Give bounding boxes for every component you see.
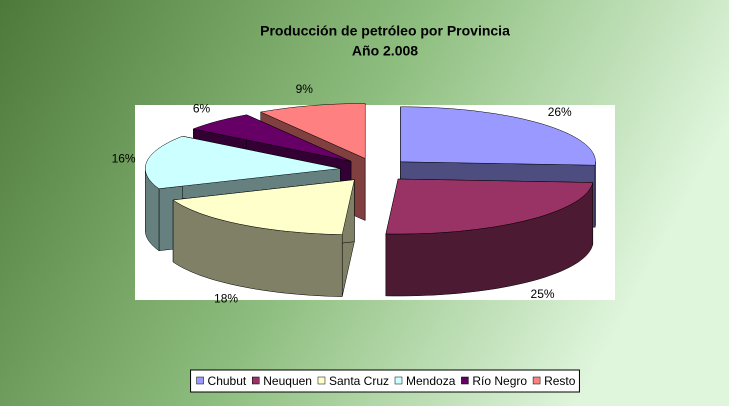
legend-label: Mendoza <box>406 374 456 388</box>
data-label: 6% <box>193 101 211 115</box>
legend: Chubut Neuquen Santa Cruz Mendoza Río Negro R… <box>190 369 580 393</box>
data-label: 16% <box>112 152 136 166</box>
slice <box>192 114 352 162</box>
slice <box>145 135 341 189</box>
legend-label: Chubut <box>208 374 247 388</box>
legend-swatch <box>196 376 204 385</box>
chart-subtitle: Año 2.008 <box>352 43 418 59</box>
slice <box>259 103 366 159</box>
legend-swatch <box>394 376 403 385</box>
data-label: 18% <box>214 292 238 306</box>
pie: 26% 25% 18% 16% 6% 9% <box>112 82 596 306</box>
data-label: 9% <box>296 82 314 96</box>
legend-swatch <box>317 376 326 385</box>
legend-label: Río Negro <box>472 374 527 388</box>
legend-swatch <box>532 376 541 385</box>
slice <box>172 179 355 235</box>
legend-label: Neuquen <box>263 374 312 388</box>
data-label: 25% <box>531 287 555 301</box>
slice <box>400 106 596 166</box>
chart-title: Producción de petróleo por Provincia <box>260 23 510 39</box>
slice <box>385 178 594 235</box>
legend-box <box>190 369 580 393</box>
legend-label: Resto <box>544 374 576 388</box>
legend-swatch <box>461 376 469 385</box>
legend-swatch <box>252 376 260 385</box>
legend-label: Santa Cruz <box>329 374 389 388</box>
data-label: 26% <box>548 105 572 119</box>
